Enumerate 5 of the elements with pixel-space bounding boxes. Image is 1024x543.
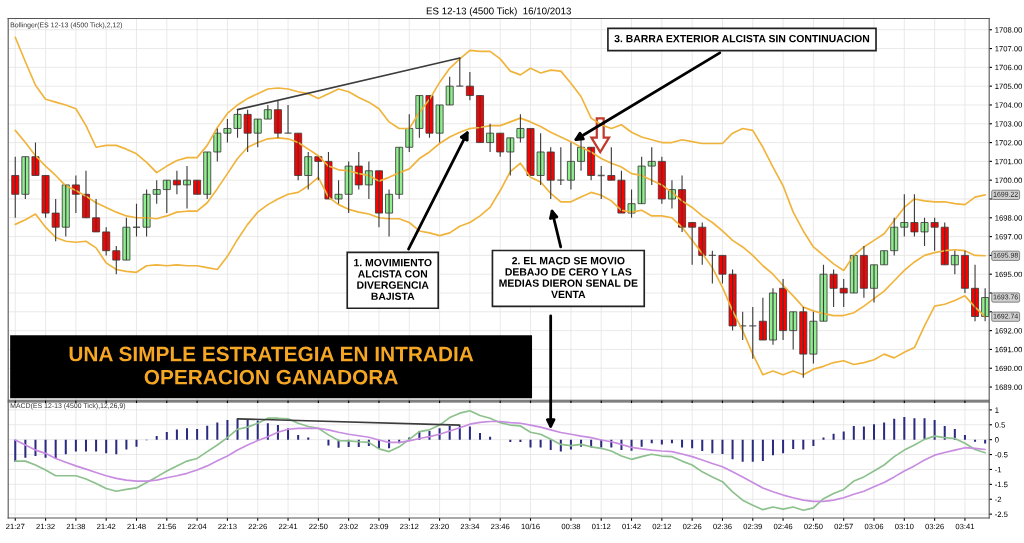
annotation: UNA SIMPLE ESTRATEGIA EN INTRADIA OPERACION GANADORA	[69, 346, 474, 385]
annotation: 1. MOVIMIENTO ALCISTA CON DIVERGENCIA BAJISTA	[354, 258, 432, 300]
annotation: 3. BARRA EXTERIOR ALCISTA SIN CONTINUACION	[614, 34, 870, 43]
annotation: 2. EL MACD SE MOVIO DEBAJO DE CERO Y LAS MEDIAS DIERON SENAL DE VENTA	[499, 257, 638, 298]
chart-title: ES 12-13 (4500 Tick) 16/10/2013	[426, 7, 571, 17]
